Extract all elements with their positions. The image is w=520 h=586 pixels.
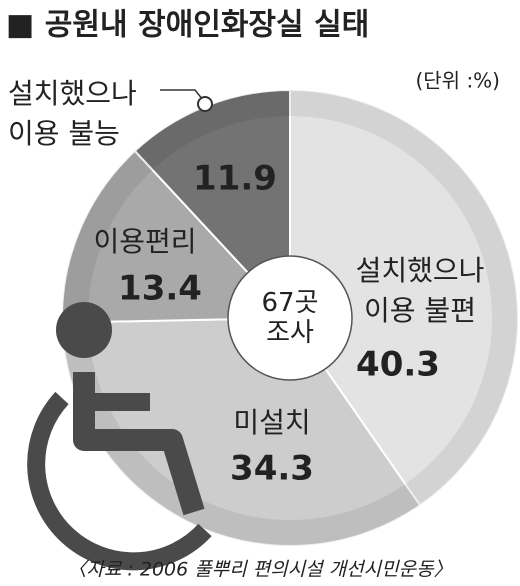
category-label-line: 설치했으나 <box>8 77 137 110</box>
pie-slice <box>61 149 293 324</box>
icon-head <box>56 302 112 358</box>
value-label: 34.3 <box>230 449 314 489</box>
unit-label: (단위 :%) <box>415 69 500 93</box>
value-label: 13.4 <box>118 269 202 309</box>
category-label: 미설치 <box>233 406 310 439</box>
category-label-line: 이용 불편 <box>364 294 476 327</box>
value-label: 40.3 <box>356 345 440 385</box>
pie-slice <box>61 316 422 547</box>
center-label: 67곳 조사 <box>261 288 318 348</box>
category-label-line: 미설치 <box>233 406 310 439</box>
category-label-line: 설치했으나 <box>356 254 485 287</box>
wheelchair-icon <box>27 302 212 571</box>
leader-line <box>160 89 204 101</box>
pie-slice <box>289 88 519 507</box>
leader-dot <box>197 96 213 112</box>
source-note: 〈자료 : 2006 풀뿌리 편의시설 개선시민운동〉 <box>67 559 452 581</box>
center-label-line: 조사 <box>266 318 314 348</box>
icon-wheel <box>27 391 212 571</box>
chart-title: ■ 공원내 장애인화장실 실태 <box>6 8 369 43</box>
center-circle <box>227 255 353 381</box>
category-label: 이용편리 <box>93 225 196 258</box>
category-label-line: 이용 불능 <box>8 117 120 150</box>
center-label-line: 67곳 <box>261 288 318 318</box>
value-label: 11.9 <box>193 159 277 199</box>
category-label-line: 이용편리 <box>93 225 196 258</box>
